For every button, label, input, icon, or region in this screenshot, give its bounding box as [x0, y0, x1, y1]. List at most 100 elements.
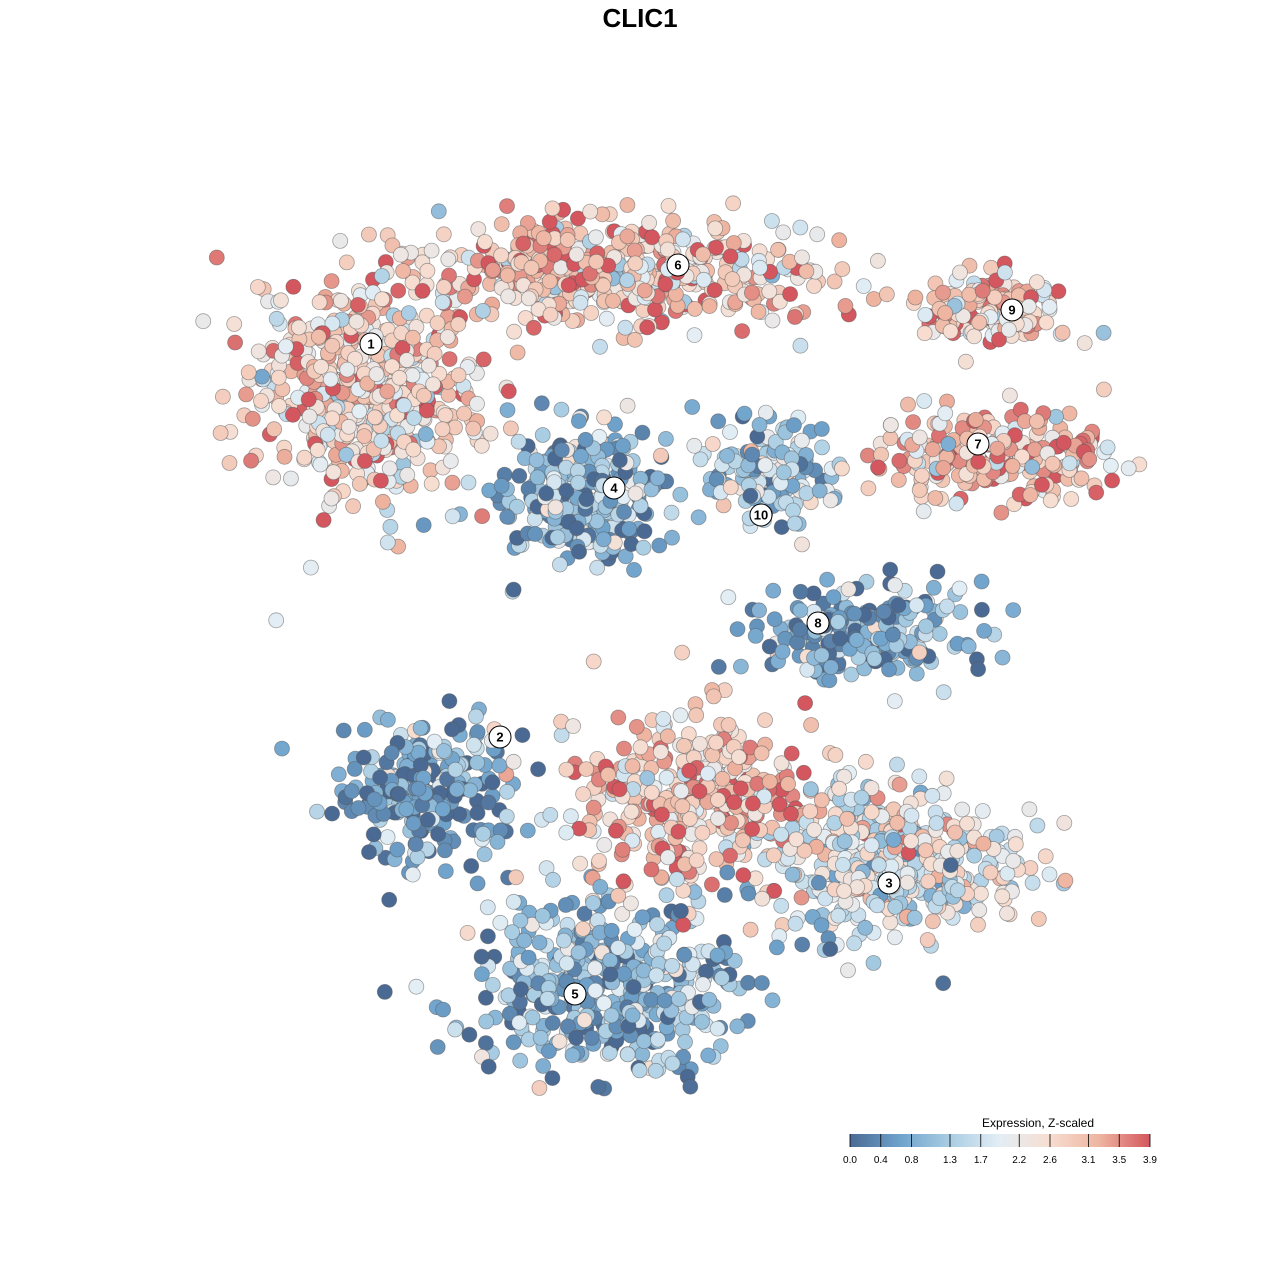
- cell-point: [659, 728, 676, 745]
- cell-point: [650, 1031, 666, 1048]
- cell-point: [499, 402, 516, 419]
- cell-point: [949, 843, 966, 859]
- cell-point: [555, 932, 572, 949]
- cell-point: [595, 277, 612, 294]
- cell-point: [1030, 911, 1047, 927]
- cell-point: [379, 829, 396, 845]
- cell-point: [502, 420, 519, 437]
- cell-point: [647, 1062, 664, 1079]
- cell-point: [925, 913, 941, 930]
- cell-point: [302, 559, 319, 576]
- cell-point: [908, 665, 925, 682]
- cell-point: [624, 832, 641, 849]
- cell-point: [839, 810, 856, 827]
- cell-point: [966, 328, 983, 345]
- cell-point: [732, 780, 749, 797]
- cell-point: [942, 323, 959, 340]
- cell-point: [660, 849, 676, 866]
- cell-point: [578, 761, 595, 777]
- cell-point: [626, 921, 643, 938]
- cell-point: [392, 246, 409, 263]
- cell-point: [695, 246, 711, 263]
- cell-point: [619, 228, 636, 245]
- cell-point: [900, 396, 916, 413]
- cell-point: [603, 1007, 620, 1024]
- cell-point: [535, 230, 552, 247]
- cell-point: [722, 424, 738, 441]
- cell-point: [924, 787, 941, 804]
- cell-point: [745, 795, 761, 812]
- cell-point: [534, 427, 551, 443]
- cell-point: [643, 784, 660, 801]
- cell-point: [243, 452, 260, 469]
- cell-point: [726, 794, 742, 811]
- cell-point: [627, 255, 644, 272]
- cell-point: [715, 497, 732, 514]
- cell-point: [792, 602, 809, 619]
- cell-point: [356, 428, 373, 445]
- cell-point: [792, 219, 809, 236]
- cell-point: [899, 874, 916, 891]
- cell-point: [780, 776, 796, 792]
- cell-point: [649, 916, 665, 933]
- cell-point: [460, 474, 477, 491]
- cell-point: [634, 1046, 651, 1063]
- cell-point: [858, 753, 874, 770]
- cell-point: [1061, 405, 1078, 422]
- cell-point: [835, 857, 851, 873]
- cell-point: [863, 804, 880, 820]
- cell-point: [212, 425, 229, 441]
- cell-point: [374, 291, 391, 308]
- cell-point: [437, 407, 454, 424]
- cell-point: [390, 282, 407, 299]
- cell-point: [542, 306, 559, 323]
- cell-point: [332, 232, 349, 249]
- cell-point: [434, 421, 451, 438]
- legend-tick-label: 2.6: [1043, 1155, 1057, 1166]
- cell-point: [520, 290, 537, 307]
- cell-point: [568, 520, 585, 537]
- cell-point: [1076, 335, 1093, 352]
- cell-point: [708, 734, 724, 751]
- cell-point: [462, 782, 479, 799]
- cluster-label-badge: [1000, 298, 1024, 322]
- cell-point: [870, 252, 886, 269]
- cell-point: [973, 573, 990, 590]
- cell-point: [611, 781, 628, 798]
- cluster-label-text: 9: [1008, 303, 1015, 318]
- cell-point: [249, 279, 266, 295]
- cell-point: [610, 887, 627, 904]
- cell-point: [670, 823, 687, 840]
- cell-point: [546, 246, 563, 263]
- cell-point: [695, 976, 711, 993]
- cell-point: [300, 391, 317, 408]
- cell-point: [374, 493, 391, 510]
- cell-point: [272, 292, 289, 309]
- cell-point: [659, 241, 676, 258]
- cluster-label-9: 9: [1000, 298, 1024, 322]
- cell-point: [351, 475, 368, 492]
- cell-point: [513, 981, 529, 998]
- cell-point: [1041, 866, 1058, 883]
- cell-point: [951, 580, 968, 597]
- cell-point: [615, 437, 631, 454]
- cell-point: [395, 263, 412, 279]
- cluster-label-8: 8: [806, 611, 830, 635]
- cell-point: [410, 780, 427, 797]
- cell-point: [339, 361, 356, 378]
- cell-point: [1005, 853, 1022, 869]
- cell-point: [270, 369, 287, 386]
- legend-colorbar: [850, 1134, 1150, 1147]
- cell-point: [641, 214, 657, 231]
- cell-point: [323, 273, 340, 290]
- cell-point: [254, 368, 270, 385]
- cell-point: [704, 436, 721, 452]
- cell-point: [615, 873, 632, 890]
- legend-tick-label: 0.4: [874, 1155, 888, 1166]
- cell-point: [1038, 314, 1055, 331]
- cell-point: [906, 909, 923, 926]
- cell-point: [476, 234, 493, 250]
- cell-point: [414, 282, 431, 299]
- cell-point: [384, 358, 400, 375]
- cell-point: [420, 357, 437, 374]
